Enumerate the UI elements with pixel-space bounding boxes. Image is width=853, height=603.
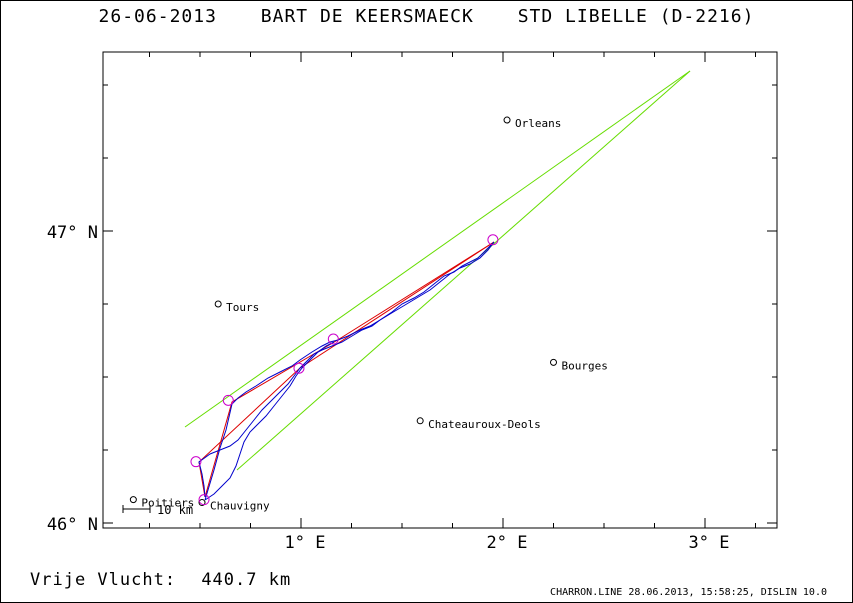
- distance-label: Vrije Vlucht:: [30, 570, 177, 590]
- sector-line-lower: [236, 70, 691, 471]
- city-dot: [503, 116, 511, 124]
- city-label: Chauvigny: [210, 500, 270, 513]
- program-info: CHARRON.LINE 28.06.2013, 15:58:25, DISLI…: [550, 587, 827, 598]
- city-dot: [214, 300, 222, 308]
- map-border: [102, 51, 778, 529]
- track-segment-inner: [204, 341, 335, 501]
- axis-ticks: [103, 52, 777, 528]
- city-marker: Bourges: [550, 358, 608, 372]
- city-label: Chateauroux-Deols: [428, 418, 541, 431]
- turnpoint-circle: [293, 362, 305, 374]
- flight-date: 26-06-2013: [98, 6, 217, 27]
- turnpoint-markers: [190, 234, 499, 506]
- city-label: Tours: [226, 301, 259, 314]
- lat-label: 47° N: [47, 223, 98, 243]
- flight-title: 26-06-2013 BART DE KEERSMAECK STD LIBELL…: [0, 6, 853, 27]
- task-leg-out: [204, 241, 495, 498]
- city-marker: Orleans: [503, 116, 561, 130]
- task-lines: [198, 241, 495, 498]
- city-marker: Tours: [214, 300, 259, 314]
- turnpoint-circle: [190, 456, 202, 468]
- lon-label: 2° E: [487, 533, 528, 553]
- glider-name: STD LIBELLE (D-2216): [517, 6, 755, 27]
- city-dot: [416, 417, 424, 425]
- city-markers: Orleans Tours Bourges Chateauroux-Deols Poit…: [129, 116, 608, 513]
- lon-label: 3° E: [689, 533, 730, 553]
- lon-label: 1° E: [285, 533, 326, 553]
- turnpoint-circle: [222, 394, 234, 406]
- turnpoint-circle: [327, 333, 339, 345]
- turnpoint-circle: [198, 494, 210, 506]
- city-dot: [129, 496, 137, 504]
- pilot-name: BART DE KEERSMAECK: [260, 6, 474, 27]
- axis-labels: 47° N 46° N 1° E 2° E 3° E: [47, 223, 730, 553]
- city-marker: Chateauroux-Deols: [416, 417, 541, 431]
- city-marker: Chauvigny: [198, 499, 270, 513]
- city-dot: [550, 358, 557, 366]
- city-label: Orleans: [515, 117, 561, 130]
- task-sector: [184, 70, 691, 471]
- city-dot: [198, 499, 206, 507]
- distance-readout: Vrije Vlucht: 440.7 km: [30, 570, 291, 590]
- distance-value: 440.7 km: [201, 570, 292, 590]
- city-label: Poitiers: [141, 497, 194, 510]
- city-marker: Poitiers: [129, 496, 194, 510]
- city-label: Bourges: [562, 359, 608, 372]
- track-segment-back: [198, 241, 495, 498]
- scale-bar-label: 10 km: [157, 503, 193, 517]
- lat-label: 46° N: [47, 515, 98, 535]
- sector-line-upper: [184, 70, 691, 428]
- flight-track: [198, 241, 495, 501]
- task-leg-back: [198, 241, 495, 498]
- scale-bar: 10 km: [122, 503, 193, 517]
- turnpoint-circle: [487, 234, 499, 246]
